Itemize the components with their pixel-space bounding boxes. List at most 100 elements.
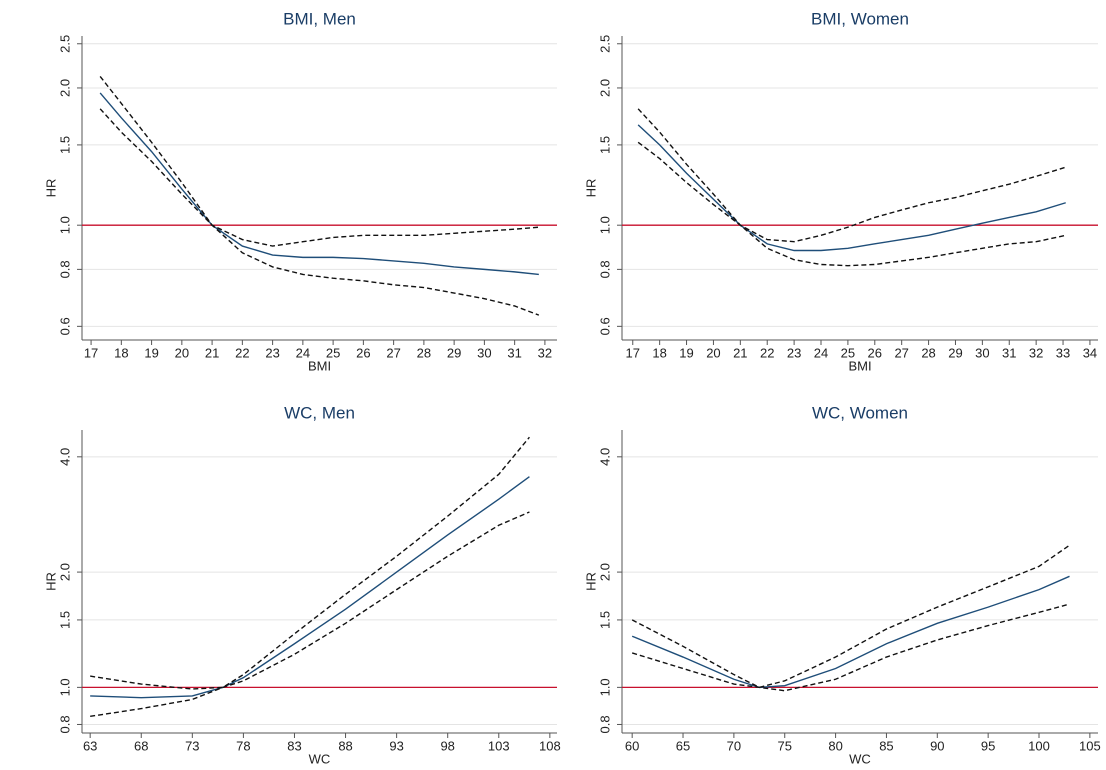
x-tick-label: 23 <box>787 345 801 360</box>
ci-line <box>631 603 1070 692</box>
y-tick-label: 1.5 <box>597 611 612 629</box>
x-tick-label: 90 <box>930 738 944 753</box>
x-tick-label: 78 <box>236 738 250 753</box>
x-tick-label: 95 <box>981 738 995 753</box>
x-axis-label: BMI <box>848 358 871 373</box>
y-axis-label: HR <box>583 179 598 198</box>
y-tick-label: 1.5 <box>597 136 612 154</box>
y-tick-label: 0.8 <box>57 260 72 278</box>
x-tick-label: 17 <box>626 345 640 360</box>
ci-line <box>99 75 539 247</box>
panel: WC, Women 0.8 1.0 1.5 2.0 4.0 60 65 70 75 80 85 90 95… <box>583 403 1100 766</box>
x-tick-label: 93 <box>389 738 403 753</box>
x-tick-label: 24 <box>296 345 310 360</box>
x-tick-label: 24 <box>814 345 828 360</box>
x-tick-label: 73 <box>185 738 199 753</box>
panel-title: BMI, Women <box>811 9 909 28</box>
x-tick-label: 27 <box>386 345 400 360</box>
x-tick-label: 68 <box>134 738 148 753</box>
x-tick-label: 70 <box>727 738 741 753</box>
x-tick-label: 108 <box>539 738 561 753</box>
panel-title: WC, Men <box>284 403 355 422</box>
y-axis-label: HR <box>583 572 598 591</box>
x-tick-label: 105 <box>1079 738 1101 753</box>
x-axis-label: BMI <box>308 358 331 373</box>
x-tick-label: 18 <box>652 345 666 360</box>
x-tick-label: 27 <box>894 345 908 360</box>
x-tick-label: 23 <box>265 345 279 360</box>
ci-line <box>99 108 540 316</box>
x-tick-label: 30 <box>477 345 491 360</box>
y-tick-label: 0.8 <box>57 715 72 733</box>
x-tick-label: 28 <box>921 345 935 360</box>
y-tick-label: 2.0 <box>57 79 72 97</box>
x-tick-label: 32 <box>1029 345 1043 360</box>
x-tick-label: 85 <box>879 738 893 753</box>
x-tick-label: 29 <box>948 345 962 360</box>
x-tick-label: 21 <box>205 345 219 360</box>
x-tick-label: 83 <box>287 738 301 753</box>
y-tick-label: 2.0 <box>57 563 72 581</box>
x-tick-label: 80 <box>828 738 842 753</box>
y-tick-label: 1.0 <box>57 678 72 696</box>
x-tick-label: 60 <box>625 738 639 753</box>
x-tick-label: 103 <box>488 738 510 753</box>
y-tick-label: 1.0 <box>597 678 612 696</box>
x-tick-label: 20 <box>175 345 189 360</box>
x-tick-label: 17 <box>84 345 98 360</box>
y-tick-label: 4.0 <box>597 448 612 466</box>
y-tick-label: 2.5 <box>597 35 612 53</box>
x-tick-label: 21 <box>733 345 747 360</box>
estimate-line <box>637 124 1066 252</box>
panel: BMI, Women 0.6 0.8 1.0 1.5 2.0 2.5 17 18 19 20 21 22… <box>583 9 1098 373</box>
x-tick-label: 26 <box>356 345 370 360</box>
y-tick-label: 1.5 <box>57 136 72 154</box>
x-tick-label: 31 <box>507 345 521 360</box>
ci-line <box>637 141 1066 267</box>
ci-line <box>631 544 1070 689</box>
x-tick-label: 19 <box>679 345 693 360</box>
y-tick-label: 1.0 <box>57 216 72 234</box>
x-tick-label: 19 <box>144 345 158 360</box>
x-tick-label: 63 <box>83 738 97 753</box>
x-axis-label: WC <box>849 751 871 766</box>
y-tick-label: 0.6 <box>597 317 612 335</box>
x-tick-label: 20 <box>706 345 720 360</box>
y-tick-label: 1.5 <box>57 611 72 629</box>
ci-line <box>637 108 1066 243</box>
y-tick-label: 4.0 <box>57 448 72 466</box>
estimate-line <box>90 476 530 699</box>
x-tick-label: 88 <box>338 738 352 753</box>
y-tick-label: 2.0 <box>597 563 612 581</box>
y-tick-label: 0.6 <box>57 317 72 335</box>
ci-line <box>90 436 530 690</box>
x-tick-label: 29 <box>447 345 461 360</box>
y-tick-label: 2.5 <box>57 35 72 53</box>
x-tick-label: 65 <box>676 738 690 753</box>
panel: WC, Men 0.8 1.0 1.5 2.0 4.0 63 68 73 78 83 88 93 98 10… <box>43 403 560 766</box>
y-axis-label: HR <box>43 572 58 591</box>
estimate-line <box>631 575 1070 689</box>
x-tick-label: 98 <box>440 738 454 753</box>
x-tick-label: 26 <box>868 345 882 360</box>
y-tick-label: 0.8 <box>597 260 612 278</box>
x-tick-label: 32 <box>538 345 552 360</box>
y-tick-label: 1.0 <box>597 216 612 234</box>
panel-title: WC, Women <box>812 403 908 422</box>
x-tick-label: 18 <box>114 345 128 360</box>
x-tick-label: 33 <box>1056 345 1070 360</box>
x-axis-label: WC <box>309 751 331 766</box>
x-tick-label: 22 <box>760 345 774 360</box>
x-tick-label: 31 <box>1002 345 1016 360</box>
x-tick-label: 25 <box>841 345 855 360</box>
x-tick-label: 34 <box>1083 345 1097 360</box>
x-tick-label: 25 <box>326 345 340 360</box>
x-tick-label: 75 <box>778 738 792 753</box>
x-tick-label: 22 <box>235 345 249 360</box>
x-tick-label: 28 <box>417 345 431 360</box>
panel: BMI, Men 0.6 0.8 1.0 1.5 2.0 2.5 17 18 19 20 21 22 23… <box>43 9 557 373</box>
x-tick-label: 100 <box>1028 738 1050 753</box>
ci-line <box>90 511 530 718</box>
panel-title: BMI, Men <box>283 9 356 28</box>
